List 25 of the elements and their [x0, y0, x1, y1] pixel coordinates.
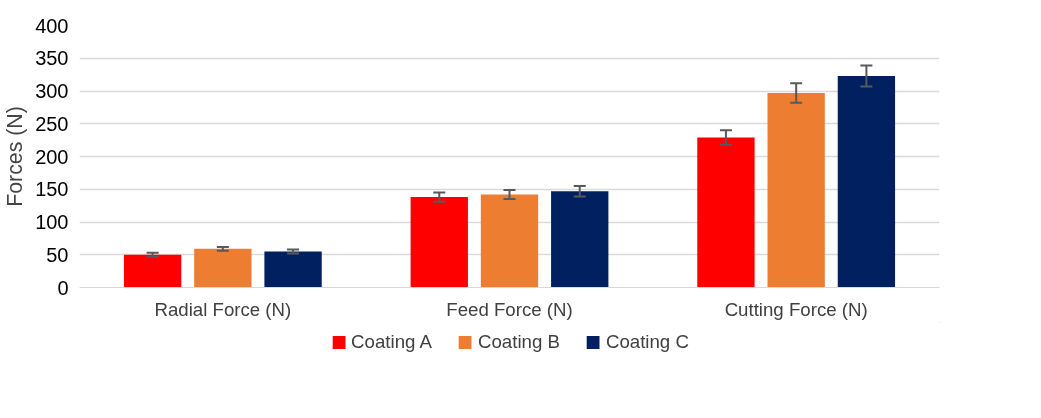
bar — [837, 75, 896, 288]
bar — [410, 197, 468, 288]
bar — [123, 254, 182, 288]
y-tick-label: 150 — [35, 178, 69, 201]
bar — [551, 191, 609, 288]
bar — [697, 137, 755, 288]
y-tick-label: 100 — [35, 211, 69, 233]
legend-label: Coating B — [478, 331, 560, 353]
x-tick-label: Feed Force (N) — [446, 298, 573, 320]
bar — [767, 92, 825, 288]
y-tick-label: 400 — [35, 14, 69, 37]
y-tick-label: 50 — [46, 243, 69, 266]
x-tick-label: Cutting Force (N) — [724, 298, 868, 320]
y-tick-label: 350 — [35, 47, 69, 70]
legend-label: Coating A — [351, 331, 432, 353]
y-tick-label: 200 — [35, 145, 69, 168]
y-tick-label: 0 — [57, 276, 69, 299]
legend-label: Coating C — [605, 331, 689, 353]
y-tick-label: 300 — [35, 80, 69, 102]
y-tick-label: 250 — [35, 112, 69, 135]
bar — [480, 194, 539, 288]
y-axis-title: Forces (N) — [3, 106, 28, 207]
bar — [264, 251, 322, 288]
x-tick-label: Radial Force (N) — [154, 298, 292, 320]
bar — [194, 248, 252, 288]
